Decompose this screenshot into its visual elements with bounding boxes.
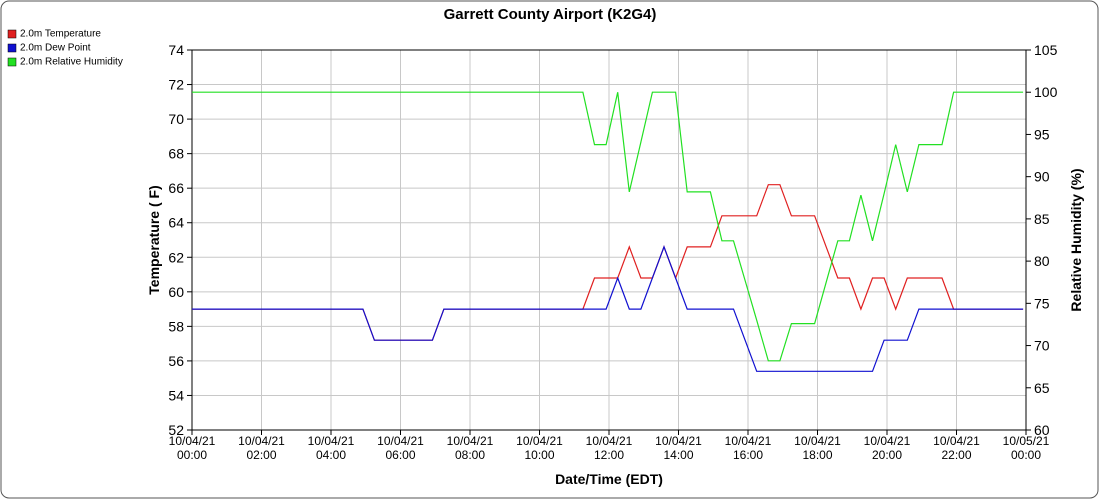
x-tick-time: 12:00 xyxy=(594,448,624,462)
x-axis-label: Date/Time (EDT) xyxy=(555,471,663,487)
x-tick-time: 14:00 xyxy=(663,448,693,462)
x-tick-date: 10/04/21 xyxy=(586,434,633,448)
y-tick-label: 66 xyxy=(168,180,184,196)
y-tick-label: 58 xyxy=(168,318,184,334)
x-tick-date: 10/04/21 xyxy=(308,434,355,448)
y-tick-label: 56 xyxy=(168,353,184,369)
y2-tick-label: 60 xyxy=(1034,422,1050,438)
series-line xyxy=(192,245,1024,372)
legend-label: 2.0m Relative Humidity xyxy=(20,57,123,68)
y-tick-label: 74 xyxy=(168,42,184,58)
y-tick-label: 64 xyxy=(168,215,184,231)
x-tick-date: 10/04/21 xyxy=(516,434,563,448)
y-tick-label: 70 xyxy=(168,111,184,127)
x-tick-date: 10/04/21 xyxy=(377,434,424,448)
x-tick-label: 10/04/21 14:00 xyxy=(655,434,702,462)
x-tick-label: 10/04/21 10:00 xyxy=(516,434,563,462)
y-tick-label: 60 xyxy=(168,284,184,300)
y2-tick-label: 105 xyxy=(1034,42,1058,58)
x-tick-date: 10/04/21 xyxy=(169,434,216,448)
x-tick-time: 04:00 xyxy=(316,448,346,462)
x-tick-label: 10/04/21 04:00 xyxy=(308,434,355,462)
x-tick-time: 02:00 xyxy=(246,448,276,462)
x-tick-date: 10/04/21 xyxy=(655,434,702,448)
x-tick-label: 10/04/21 12:00 xyxy=(586,434,633,462)
x-tick-label: 10/04/21 08:00 xyxy=(447,434,494,462)
y-tick-label: 52 xyxy=(168,422,184,438)
legend-swatch xyxy=(7,43,17,53)
y2-tick-label: 65 xyxy=(1034,380,1050,396)
y2-tick-label: 75 xyxy=(1034,295,1050,311)
x-tick-time: 10:00 xyxy=(524,448,554,462)
y2-tick-label: 90 xyxy=(1034,169,1050,185)
x-tick-time: 08:00 xyxy=(455,448,485,462)
x-tick-date: 10/04/21 xyxy=(238,434,285,448)
x-tick-label: 10/04/21 06:00 xyxy=(377,434,424,462)
legend-swatch xyxy=(7,29,17,39)
plot-border xyxy=(191,49,1027,431)
x-tick-date: 10/04/21 xyxy=(725,434,772,448)
x-tick-label: 10/04/21 18:00 xyxy=(794,434,841,462)
x-tick-date: 10/04/21 xyxy=(933,434,980,448)
x-tick-date: 10/05/21 xyxy=(1003,434,1050,448)
legend-label: 2.0m Temperature xyxy=(20,29,101,40)
x-tick-label: 10/04/21 22:00 xyxy=(933,434,980,462)
x-tick-time: 18:00 xyxy=(802,448,832,462)
series-line xyxy=(192,91,1024,362)
x-tick-time: 20:00 xyxy=(872,448,902,462)
x-tick-label: 10/04/21 02:00 xyxy=(238,434,285,462)
x-tick-label: 10/04/21 20:00 xyxy=(864,434,911,462)
x-tick-time: 06:00 xyxy=(385,448,415,462)
chart-title: Garrett County Airport (K2G4) xyxy=(444,6,657,23)
x-tick-time: 00:00 xyxy=(177,448,207,462)
x-tick-date: 10/04/21 xyxy=(794,434,841,448)
y-tick-label: 68 xyxy=(168,146,184,162)
legend-label: 2.0m Dew Point xyxy=(20,43,91,54)
y2-axis-label: Relative Humidity (%) xyxy=(1068,168,1084,311)
x-tick-label: 10/05/21 00:00 xyxy=(1003,434,1050,462)
y2-tick-label: 85 xyxy=(1034,211,1050,227)
y-tick-label: 72 xyxy=(168,77,184,93)
y2-tick-label: 95 xyxy=(1034,126,1050,142)
series-line xyxy=(192,184,1024,341)
x-tick-date: 10/04/21 xyxy=(447,434,494,448)
x-tick-label: 10/04/21 00:00 xyxy=(169,434,216,462)
y-tick-label: 62 xyxy=(168,249,184,265)
x-tick-time: 00:00 xyxy=(1011,448,1041,462)
y-tick-label: 54 xyxy=(168,387,184,403)
x-tick-date: 10/04/21 xyxy=(864,434,911,448)
y-axis-label: Temperature ( F) xyxy=(146,185,162,294)
y2-tick-label: 70 xyxy=(1034,338,1050,354)
legend-swatch xyxy=(7,57,17,67)
x-tick-label: 10/04/21 16:00 xyxy=(725,434,772,462)
y2-tick-label: 100 xyxy=(1034,84,1058,100)
x-tick-time: 22:00 xyxy=(941,448,971,462)
y2-tick-label: 80 xyxy=(1034,253,1050,269)
x-tick-time: 16:00 xyxy=(733,448,763,462)
